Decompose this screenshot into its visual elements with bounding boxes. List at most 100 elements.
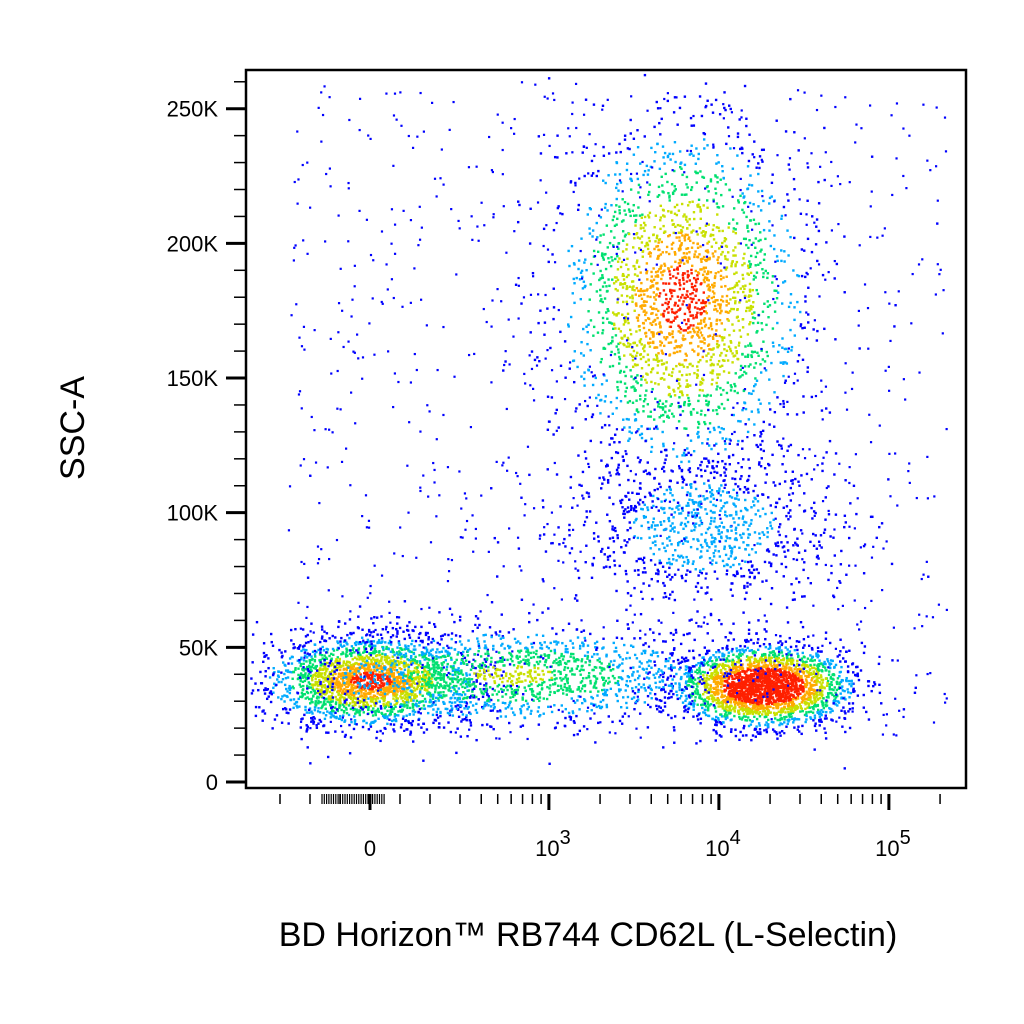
scatter-point bbox=[352, 700, 355, 704]
scatter-point bbox=[795, 707, 799, 710]
scatter-point bbox=[752, 692, 756, 696]
scatter-point bbox=[743, 639, 747, 642]
scatter-point bbox=[443, 680, 446, 683]
scatter-point bbox=[347, 675, 351, 679]
scatter-point bbox=[760, 658, 764, 662]
scatter-point bbox=[769, 678, 772, 681]
scatter-point bbox=[747, 683, 750, 687]
scatter-point bbox=[358, 605, 362, 608]
scatter-point bbox=[380, 696, 383, 700]
scatter-point bbox=[374, 673, 378, 676]
scatter-point bbox=[741, 716, 744, 719]
scatter-point bbox=[395, 679, 398, 682]
scatter-point bbox=[442, 700, 445, 704]
scatter-point bbox=[339, 714, 342, 718]
scatter-point bbox=[715, 658, 719, 661]
scatter-point bbox=[305, 730, 308, 733]
scatter-point bbox=[451, 669, 455, 673]
scatter-point bbox=[338, 684, 341, 687]
scatter-point bbox=[396, 653, 400, 656]
scatter-point bbox=[711, 663, 715, 666]
scatter-point bbox=[284, 669, 288, 672]
scatter-point bbox=[397, 682, 400, 686]
scatter-point bbox=[389, 636, 393, 639]
scatter-point bbox=[426, 631, 429, 635]
scatter-point bbox=[331, 634, 334, 638]
scatter-point bbox=[314, 671, 318, 675]
scatter-point bbox=[302, 662, 305, 666]
scatter-point bbox=[600, 662, 603, 665]
scatter-point bbox=[396, 660, 400, 663]
scatter-point bbox=[407, 671, 410, 675]
scatter-point bbox=[742, 650, 746, 654]
scatter-point bbox=[727, 651, 731, 654]
scatter-point bbox=[337, 693, 340, 697]
scatter-point bbox=[773, 680, 776, 683]
scatter-point bbox=[455, 692, 459, 696]
scatter-point bbox=[702, 674, 705, 677]
scatter-point bbox=[751, 651, 754, 654]
scatter-point bbox=[497, 651, 501, 654]
scatter-point bbox=[381, 697, 385, 700]
scatter-point bbox=[581, 701, 584, 705]
scatter-point bbox=[352, 647, 355, 650]
scatter-point bbox=[838, 675, 841, 678]
scatter-point bbox=[796, 688, 799, 692]
scatter-point bbox=[410, 661, 413, 665]
scatter-point bbox=[761, 688, 764, 691]
scatter-point bbox=[362, 719, 365, 723]
scatter-point bbox=[816, 668, 820, 671]
scatter-point bbox=[766, 683, 769, 686]
scatter-point bbox=[867, 680, 871, 683]
scatter-point bbox=[843, 710, 846, 713]
scatter-point bbox=[258, 706, 261, 709]
scatter-point bbox=[717, 705, 720, 708]
scatter-point bbox=[411, 710, 415, 713]
scatter-point bbox=[812, 696, 816, 699]
scatter-point bbox=[749, 723, 753, 726]
scatter-point bbox=[752, 664, 755, 668]
scatter-point bbox=[465, 702, 469, 705]
scatter-point bbox=[309, 686, 312, 689]
scatter-point bbox=[754, 688, 758, 692]
scatter-point bbox=[814, 667, 818, 671]
scatter-point bbox=[315, 687, 319, 691]
scatter-point bbox=[807, 673, 811, 676]
scatter-point bbox=[766, 697, 769, 700]
scatter-point bbox=[714, 682, 718, 686]
scatter-point bbox=[617, 688, 621, 691]
scatter-point bbox=[433, 690, 437, 694]
scatter-point bbox=[375, 682, 378, 685]
scatter-point bbox=[312, 716, 315, 719]
scatter-point bbox=[374, 713, 378, 717]
scatter-point bbox=[773, 717, 777, 720]
scatter-point bbox=[354, 703, 357, 707]
scatter-point bbox=[400, 723, 403, 726]
scatter-point bbox=[362, 711, 365, 714]
scatter-point bbox=[813, 705, 816, 708]
scatter-point bbox=[765, 630, 768, 633]
scatter-point bbox=[410, 650, 413, 654]
scatter-point bbox=[766, 725, 770, 728]
scatter-point bbox=[779, 659, 783, 662]
scatter-point bbox=[444, 659, 447, 662]
scatter-point bbox=[720, 695, 724, 699]
scatter-point bbox=[404, 645, 407, 649]
scatter-point bbox=[445, 668, 448, 671]
scatter-point bbox=[357, 663, 361, 666]
scatter-point bbox=[705, 662, 709, 665]
scatter-point bbox=[355, 709, 358, 713]
scatter-point bbox=[763, 665, 766, 669]
scatter-point bbox=[738, 738, 741, 742]
scatter-point bbox=[672, 675, 676, 678]
scatter-point bbox=[292, 646, 295, 650]
scatter-point bbox=[430, 686, 434, 689]
scatter-point bbox=[796, 677, 799, 680]
scatter-point bbox=[791, 710, 795, 713]
scatter-point bbox=[350, 663, 354, 667]
scatter-point bbox=[766, 659, 770, 663]
scatter-point bbox=[739, 644, 742, 648]
scatter-point bbox=[357, 655, 360, 658]
scatter-point bbox=[792, 685, 795, 688]
scatter-point bbox=[726, 700, 729, 704]
